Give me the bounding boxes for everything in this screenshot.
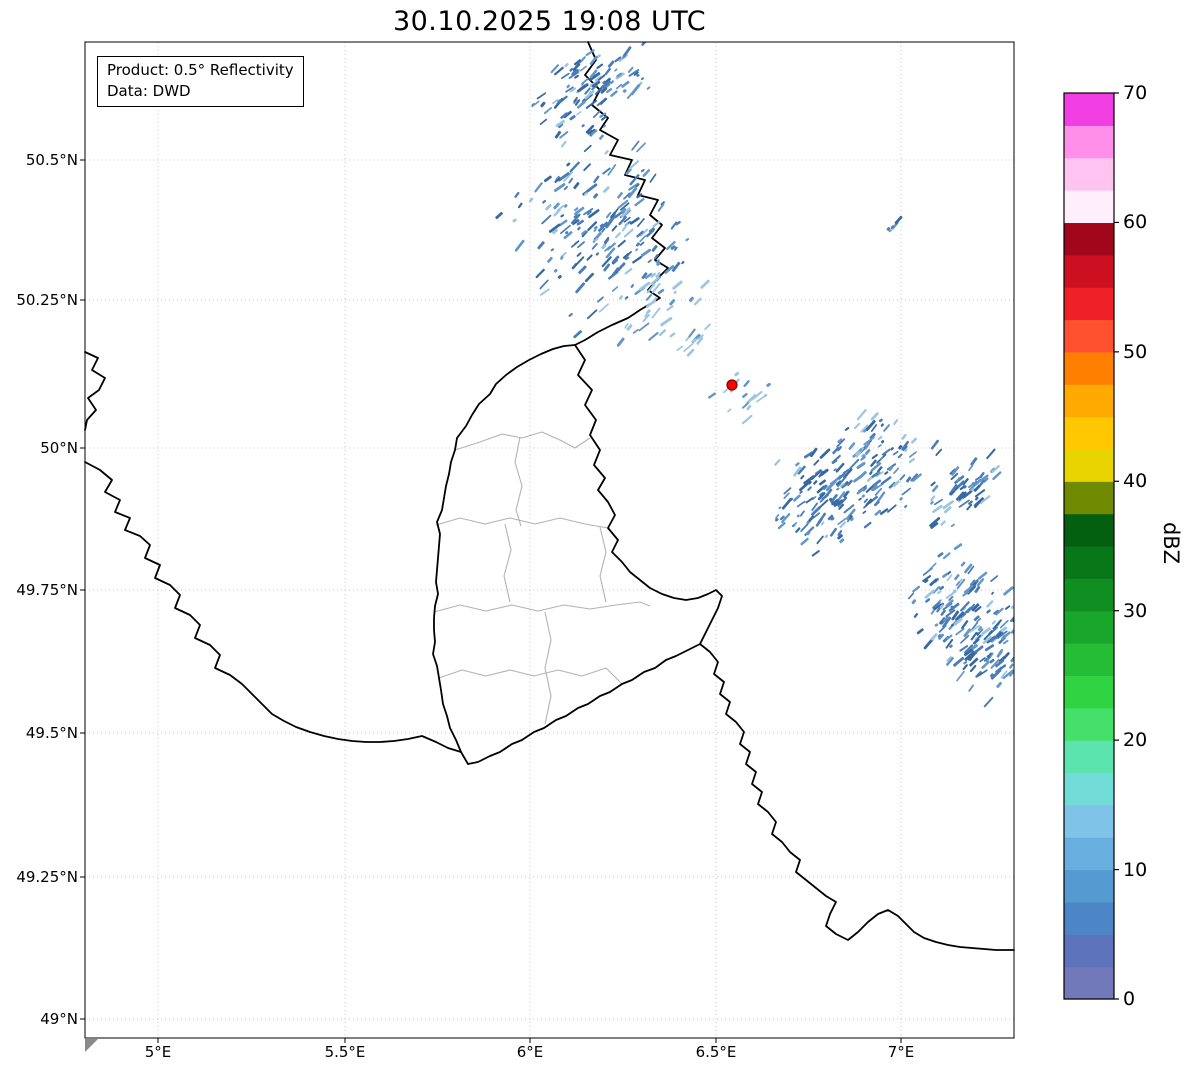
lon-tick-label: 6.5°E: [695, 1043, 737, 1061]
colorbar-tick-label: 10: [1123, 858, 1148, 881]
colorbar-tick-label: 20: [1123, 729, 1148, 752]
colorbar-tick-label: 40: [1123, 470, 1148, 493]
lat-tick-label: 49.5°N: [25, 724, 78, 742]
radar-echo-layer: [495, 42, 1014, 708]
figure-title: 30.10.2025 19:08 UTC: [392, 6, 707, 37]
product-info-box: Product: 0.5° Reflectivity Data: DWD: [97, 56, 304, 107]
lat-tick-label: 50.5°N: [25, 151, 78, 169]
lon-tick-label: 5.5°E: [324, 1043, 366, 1061]
country-borders: [84, 41, 1015, 951]
colorbar-tick-label: 30: [1123, 599, 1148, 622]
lat-tick-label: 50.25°N: [16, 291, 78, 309]
gridlines: [85, 42, 1014, 1038]
corner-mark: [85, 1039, 98, 1052]
lat-tick-label: 50°N: [40, 439, 78, 457]
colorbar: [1063, 92, 1119, 1000]
product-label: Product: 0.5° Reflectivity: [107, 61, 294, 79]
plot-frame: [84, 41, 1015, 1039]
colorbar-tick-label: 50: [1123, 340, 1148, 363]
lat-tick-label: 49°N: [40, 1010, 78, 1028]
lat-tick-label: 49.25°N: [16, 868, 78, 886]
colorbar-tick-label: 70: [1123, 82, 1148, 104]
lon-tick-label: 5°E: [144, 1043, 172, 1061]
radar-site-marker: [726, 379, 738, 391]
data-source-label: Data: DWD: [107, 82, 191, 100]
lat-tick-label: 49.75°N: [16, 581, 78, 599]
lon-tick-label: 6°E: [516, 1043, 544, 1061]
axis-ticks: [80, 159, 902, 1043]
district-borders: [433, 431, 651, 725]
colorbar-tick-label: 0: [1123, 988, 1136, 1010]
lon-tick-label: 7°E: [887, 1043, 915, 1061]
colorbar-tick-label: 60: [1123, 211, 1148, 234]
